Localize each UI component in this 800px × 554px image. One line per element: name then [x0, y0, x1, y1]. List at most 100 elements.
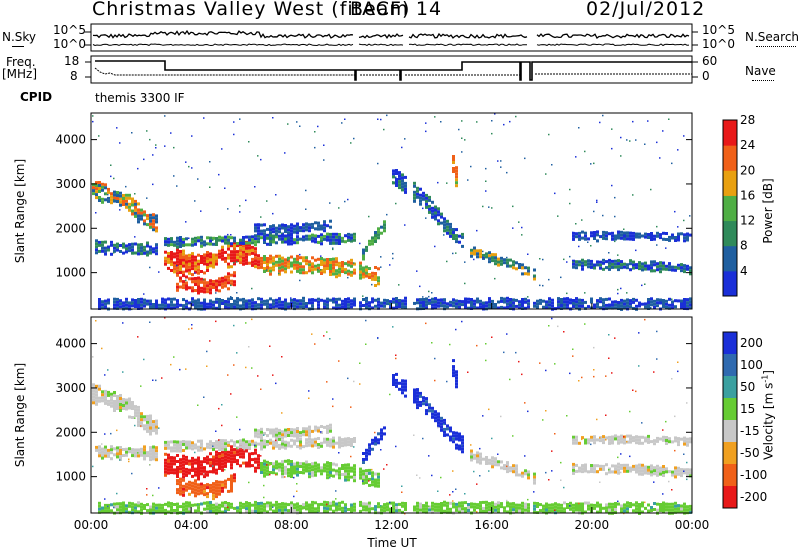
- power-heatmap: [92, 113, 692, 311]
- heatmap-cell: [260, 468, 263, 471]
- heatmap-cell: [332, 235, 335, 239]
- heatmap-cell: [323, 237, 326, 241]
- heatmap-cell: [371, 274, 374, 278]
- heatmap-cell: [524, 157, 526, 160]
- power-ylabel: Slant Range [km]: [13, 158, 27, 264]
- heatmap-cell: [332, 297, 335, 301]
- heatmap-cell: [593, 231, 596, 234]
- heatmap-cell: [170, 363, 172, 366]
- heatmap-cell: [248, 243, 251, 247]
- heatmap-cell: [173, 252, 176, 256]
- heatmap-cell: [221, 245, 224, 249]
- heatmap-cell: [197, 459, 200, 463]
- heatmap-cell: [581, 304, 584, 308]
- heatmap-cell: [599, 306, 602, 310]
- heatmap-cell: [464, 510, 467, 514]
- heatmap-cell: [380, 449, 382, 451]
- heatmap-cell: [209, 461, 212, 465]
- heatmap-cell: [179, 461, 182, 465]
- heatmap-cell: [95, 390, 98, 394]
- heatmap-cell: [602, 237, 604, 240]
- heatmap-cell: [227, 233, 229, 236]
- heatmap-cell: [128, 301, 131, 305]
- heatmap-cell: [140, 217, 143, 221]
- heatmap-cell: [236, 440, 239, 444]
- heatmap-cell: [632, 260, 635, 264]
- heatmap-cell: [122, 301, 125, 305]
- heatmap-cell: [431, 342, 433, 344]
- heatmap-cell: [347, 276, 349, 279]
- heatmap-cell: [611, 147, 613, 150]
- heatmap-cell: [146, 454, 149, 458]
- heatmap-cell: [263, 496, 265, 499]
- heatmap-cell: [671, 440, 674, 444]
- heatmap-cell: [542, 299, 545, 303]
- heatmap-cell: [452, 502, 455, 506]
- heatmap-cell: [383, 298, 386, 302]
- heatmap-cell: [677, 469, 680, 473]
- heatmap-cell: [101, 393, 104, 397]
- heatmap-cell: [176, 288, 179, 292]
- heatmap-cell: [296, 228, 299, 232]
- heatmap-cell: [593, 162, 595, 165]
- heatmap-cell: [506, 264, 509, 268]
- heatmap-cell: [443, 503, 446, 507]
- heatmap-cell: [188, 277, 191, 281]
- heatmap-cell: [275, 427, 278, 431]
- heatmap-cell: [602, 304, 605, 308]
- heatmap-cell: [284, 502, 287, 506]
- heatmap-cell: [128, 243, 131, 247]
- heatmap-cell: [137, 252, 140, 256]
- heatmap-cell: [230, 256, 233, 260]
- heatmap-cell: [263, 238, 266, 241]
- heatmap-cell: [218, 461, 221, 464]
- heatmap-cell: [218, 252, 221, 256]
- heatmap-cell: [185, 279, 187, 282]
- heatmap-cell: [677, 437, 680, 441]
- heatmap-cell: [119, 502, 122, 506]
- heatmap-cell: [143, 427, 146, 431]
- heatmap-cell: [155, 217, 158, 221]
- heatmap-cell: [278, 266, 281, 270]
- heatmap-cell: [593, 303, 596, 307]
- heatmap-cell: [215, 259, 218, 263]
- heatmap-cell: [101, 506, 104, 510]
- heatmap-cell: [434, 419, 437, 423]
- heatmap-cell: [554, 192, 556, 195]
- heatmap-cell: [533, 475, 536, 479]
- heatmap-cell: [137, 336, 139, 338]
- heatmap-cell: [248, 446, 251, 450]
- heatmap-cell: [230, 483, 233, 487]
- heatmap-cell: [413, 388, 416, 392]
- heatmap-cell: [284, 428, 287, 432]
- heatmap-cell: [416, 298, 419, 302]
- heatmap-cell: [275, 260, 278, 264]
- heatmap-cell: [269, 464, 271, 466]
- heatmap-cell: [302, 271, 305, 275]
- heatmap-cell: [128, 246, 131, 250]
- heatmap-cell: [194, 277, 197, 280]
- heatmap-cell: [344, 240, 347, 244]
- heatmap-cell: [191, 462, 194, 466]
- heatmap-cell: [308, 260, 311, 264]
- heatmap-cell: [653, 472, 656, 476]
- heatmap-cell: [128, 447, 131, 451]
- heatmap-cell: [413, 301, 416, 305]
- heatmap-cell: [299, 271, 302, 275]
- heatmap-cell: [350, 469, 353, 473]
- heatmap-cell: [167, 251, 170, 255]
- heatmap-cell: [590, 470, 593, 473]
- heatmap-cell: [311, 444, 314, 448]
- heatmap-cell: [170, 303, 173, 307]
- heatmap-cell: [596, 239, 599, 243]
- heatmap-cell: [644, 465, 647, 469]
- heatmap-cell: [482, 301, 485, 305]
- heatmap-cell: [212, 488, 215, 492]
- heatmap-cell: [614, 237, 617, 241]
- heatmap-cell: [308, 226, 311, 230]
- heatmap-cell: [209, 236, 212, 240]
- heatmap-cell: [467, 306, 470, 310]
- heatmap-cell: [344, 472, 347, 476]
- heatmap-cell: [662, 231, 665, 235]
- heatmap-cell: [416, 510, 419, 514]
